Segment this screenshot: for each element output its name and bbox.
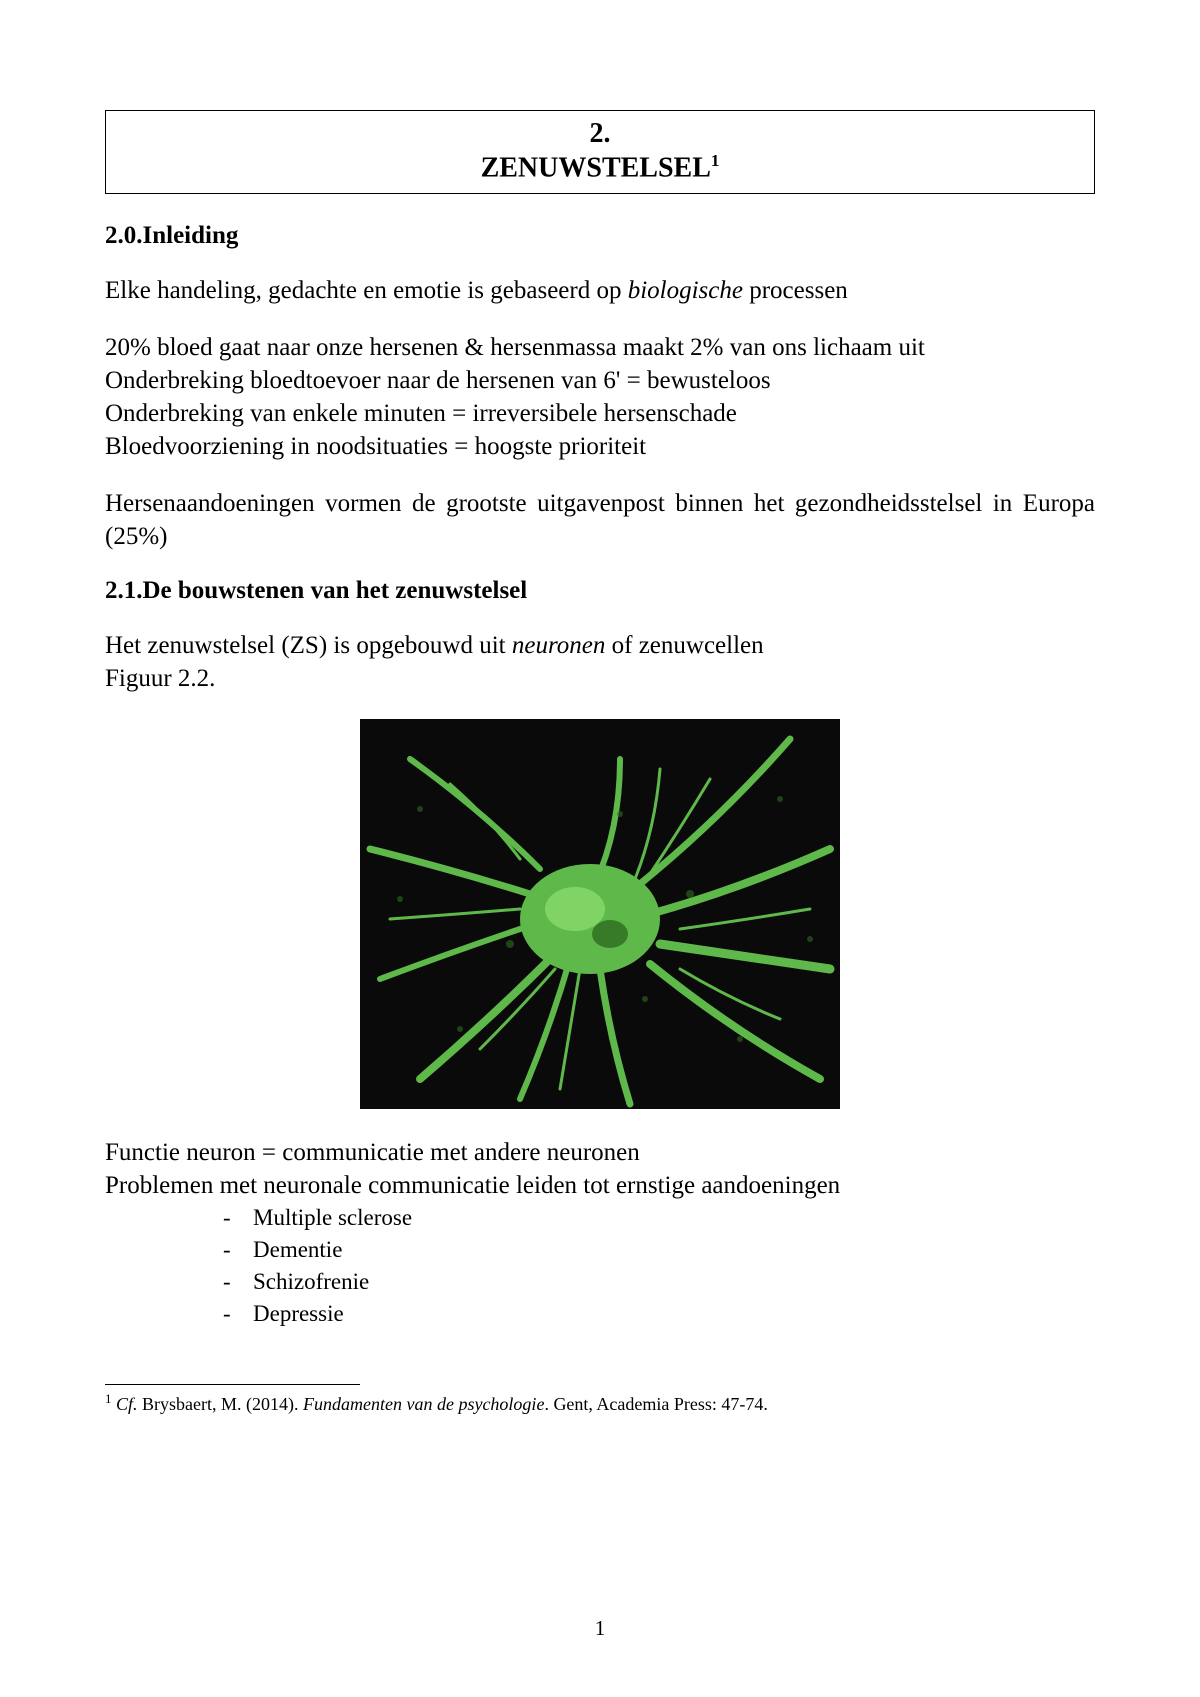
neuron-image xyxy=(360,719,840,1109)
page-number: 1 xyxy=(0,1616,1200,1641)
list-item: -Schizofrenie xyxy=(223,1266,1095,1298)
footnote-rule xyxy=(105,1384,360,1385)
chapter-title-box: 2. ZENUWSTELSEL1 xyxy=(105,110,1095,194)
footnote-1: 1 Cf. Brysbaert, M. (2014). Fundamenten … xyxy=(105,1391,1095,1416)
figure-2-2 xyxy=(105,719,1095,1114)
paragraph-2-1-2: Functie neuron = communicatie met andere… xyxy=(105,1136,1095,1202)
list-item: -Depressie xyxy=(223,1298,1095,1330)
chapter-footnote-marker: 1 xyxy=(711,151,720,170)
paragraph-2-1-1: Het zenuwstelsel (ZS) is opgebouwd uit n… xyxy=(105,629,1095,695)
list-item: -Multiple sclerose xyxy=(223,1202,1095,1234)
chapter-number: 2. xyxy=(106,117,1094,151)
section-heading-2-1: 2.1.De bouwstenen van het zenuwstelsel xyxy=(105,577,1095,605)
paragraph-intro-3: Hersenaandoeningen vormen de grootste ui… xyxy=(105,487,1095,553)
chapter-title-text: ZENUWSTELSEL xyxy=(481,152,711,183)
disorder-list: -Multiple sclerose -Dementie -Schizofren… xyxy=(223,1202,1095,1331)
paragraph-intro-1: Elke handeling, gedachte en emotie is ge… xyxy=(105,274,1095,307)
chapter-title: ZENUWSTELSEL1 xyxy=(106,151,1094,185)
paragraph-intro-2: 20% bloed gaat naar onze hersenen & hers… xyxy=(105,331,1095,463)
list-item: -Dementie xyxy=(223,1234,1095,1266)
section-heading-2-0: 2.0.Inleiding xyxy=(105,222,1095,250)
